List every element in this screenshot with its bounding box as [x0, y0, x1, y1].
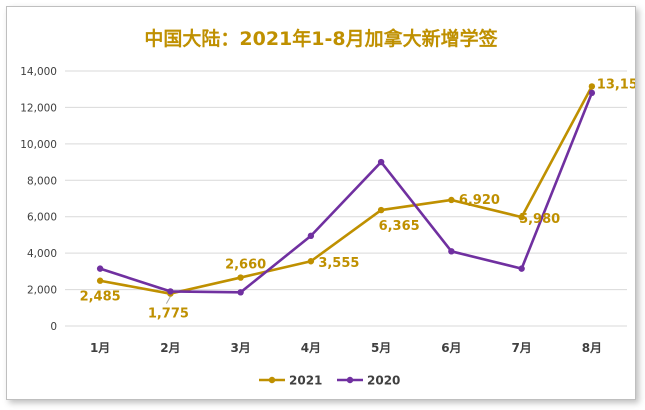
legend-item-2021: 2021	[259, 374, 322, 388]
y-tick-label: 10,000	[20, 139, 57, 151]
series-line-2020	[99, 92, 594, 294]
y-tick-label: 14,000	[20, 66, 57, 78]
data-label-2021: 2,485	[80, 290, 121, 305]
data-point-2021	[588, 83, 596, 90]
x-tick-label: 8月	[582, 341, 602, 355]
data-point-2021	[307, 258, 315, 265]
x-tick-label: 5月	[371, 341, 391, 355]
data-point-2020	[518, 265, 525, 272]
data-label-2021: 2,660	[225, 258, 266, 273]
y-tick-label: 6,000	[27, 212, 57, 224]
y-tick-label: 8,000	[27, 175, 57, 187]
data-point-2021	[377, 206, 385, 214]
data-point-2020	[377, 158, 385, 166]
data-point-2020	[588, 89, 596, 97]
data-point-2021	[518, 213, 525, 221]
x-tick-label: 4月	[301, 341, 321, 355]
x-tick-label: 1月	[90, 341, 110, 355]
legend-item-2020: 2020	[337, 374, 400, 388]
y-tick-label: 12,000	[20, 102, 57, 114]
data-point-2020	[448, 248, 455, 255]
data-label-2021: 5,980	[519, 212, 560, 227]
x-tick-label: 7月	[511, 341, 531, 355]
data-point-2021	[448, 196, 455, 204]
data-label-2021: 3,555	[318, 256, 359, 271]
data-point-2021	[96, 277, 104, 284]
x-tick-label: 6月	[441, 341, 461, 355]
y-tick-label: 0	[50, 321, 57, 333]
line-chart: 中国大陆：2021年1-8月加拿大新增学签 0 2,000 4,000 6,000 8,…	[20, 27, 635, 388]
data-label-2021: 13,155	[597, 77, 635, 92]
chart-title: 中国大陆：2021年1-8月加拿大新增学签	[144, 27, 498, 50]
data-point-2021	[237, 274, 244, 281]
y-tick-label: 2,000	[27, 285, 57, 297]
y-tick-label: 4,000	[27, 248, 57, 260]
legend-label: 2020	[367, 374, 400, 388]
x-tick-label: 2月	[160, 341, 180, 355]
data-label-2021: 6,365	[379, 219, 420, 234]
data-point-2020	[96, 265, 104, 272]
data-label-2021: 6,920	[459, 193, 500, 208]
data-label-2021: 1,775	[148, 307, 189, 322]
data-label-leader	[165, 296, 171, 304]
legend-label: 2021	[289, 374, 322, 388]
data-point-2020	[237, 289, 244, 296]
data-point-2020	[167, 288, 174, 295]
legend-swatch-marker	[268, 376, 276, 384]
x-tick-label: 3月	[230, 341, 250, 355]
chart-frame: 中国大陆：2021年1-8月加拿大新增学签 0 2,000 4,000 6,000 8,…	[6, 6, 636, 400]
data-point-2020	[307, 232, 315, 240]
legend-swatch-marker	[346, 376, 354, 384]
